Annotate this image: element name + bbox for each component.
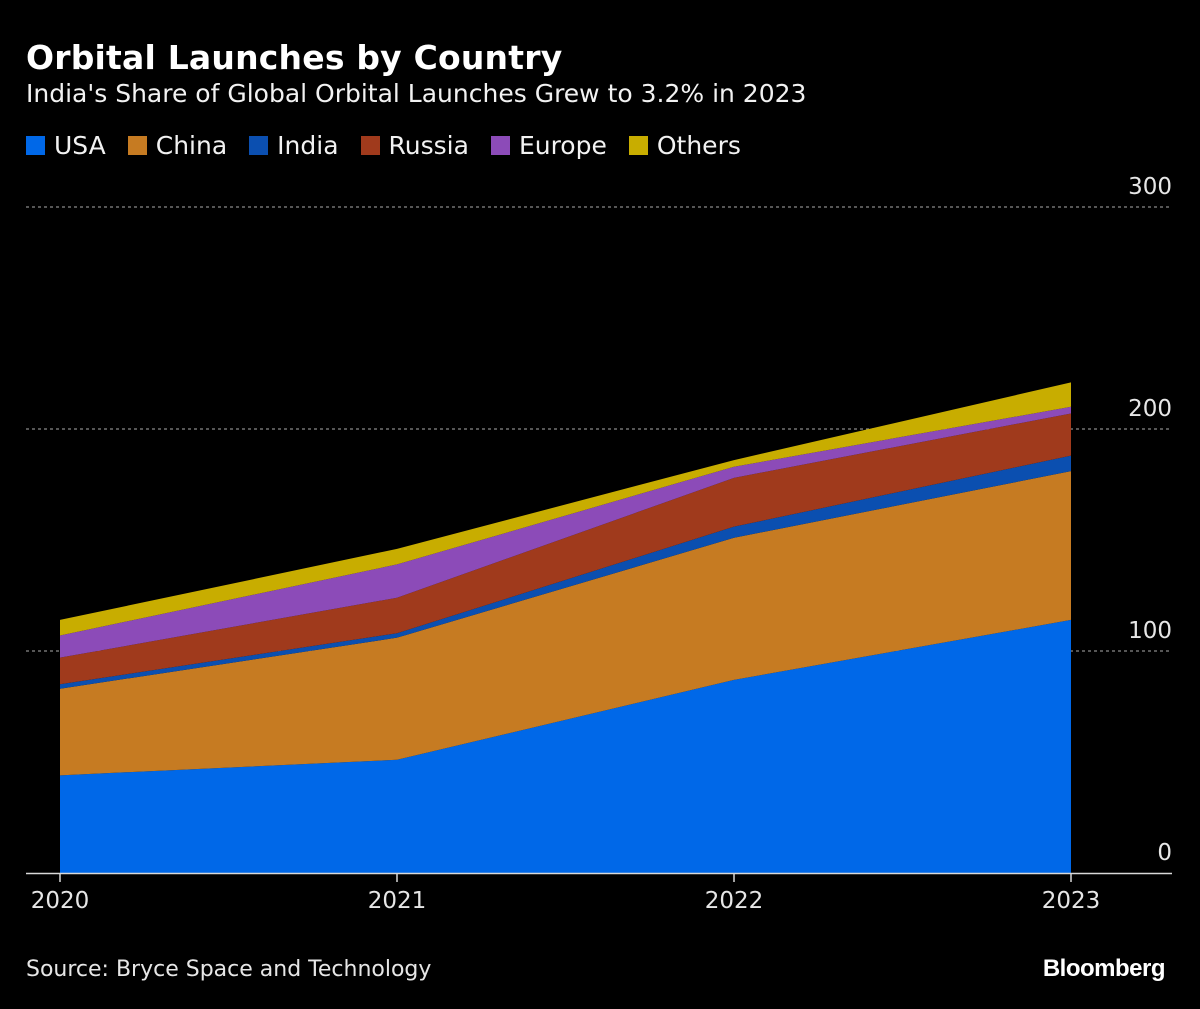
legend-label-usa: USA [54,131,106,160]
legend-swatch-india [249,136,269,155]
area-europe [60,406,1071,658]
legend: USA China India Russia Europe Others [26,131,763,160]
legend-swatch-europe [490,136,510,155]
y-axis-tick-labels: 0 100 200 300 [1128,174,1172,866]
bloomberg-logo: Bloomberg [1042,955,1166,982]
legend-label-china: China [155,131,228,160]
y-tick-label-100: 100 [1128,618,1172,644]
legend-label-europe: Europe [518,131,607,160]
y-tick-label-300: 300 [1128,174,1172,200]
x-axis: 2020 2021 2022 2023 [26,872,1172,914]
legend-label-russia: Russia [388,131,469,160]
x-tick-label-2021: 2021 [368,888,427,914]
legend-item-russia: Russia [360,131,469,160]
area-china [60,471,1071,776]
x-tick-label-2020: 2020 [31,888,90,914]
area-usa [60,619,1071,873]
y-tick-label-0: 0 [1157,840,1172,866]
source-note: Source: Bryce Space and Technology [26,957,432,982]
x-tick-label-2023: 2023 [1042,888,1101,914]
x-tick-label-2022: 2022 [705,888,764,914]
legend-item-usa: USA [26,131,106,160]
area-india [60,455,1071,689]
legend-item-china: China [127,131,228,160]
legend-label-india: India [277,131,339,160]
area-russia [60,413,1071,685]
legend-swatch-china [127,136,147,155]
legend-item-india: India [249,131,339,160]
legend-item-others: Others [628,131,741,160]
chart-title: Orbital Launches by Country [26,38,563,77]
legend-label-others: Others [656,131,741,160]
area-series [60,382,1071,873]
legend-swatch-russia [360,136,380,155]
chart-subtitle: India's Share of Global Orbital Launches… [26,79,807,108]
legend-item-europe: Europe [490,131,607,160]
area-others [60,382,1071,636]
y-tick-label-200: 200 [1128,396,1172,422]
legend-swatch-usa [26,136,45,155]
legend-swatch-others [628,136,648,155]
